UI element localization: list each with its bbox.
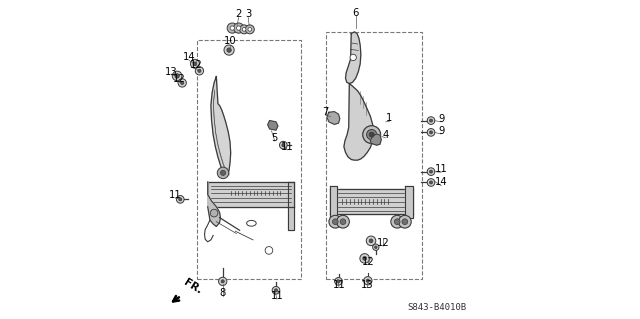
Polygon shape — [208, 182, 220, 226]
Circle shape — [275, 289, 278, 292]
Circle shape — [366, 236, 376, 246]
Circle shape — [272, 286, 280, 294]
Circle shape — [191, 59, 200, 68]
Text: 11: 11 — [281, 142, 294, 152]
Polygon shape — [344, 84, 374, 160]
Text: 11: 11 — [168, 190, 181, 200]
Circle shape — [427, 179, 435, 186]
Circle shape — [237, 26, 241, 30]
Text: 12: 12 — [362, 256, 374, 267]
Circle shape — [429, 119, 433, 122]
Text: 10: 10 — [224, 36, 236, 47]
Polygon shape — [371, 134, 381, 145]
Text: 6: 6 — [353, 8, 359, 18]
Text: 13: 13 — [361, 279, 374, 290]
Text: 11: 11 — [271, 291, 284, 301]
Polygon shape — [406, 186, 413, 218]
Circle shape — [332, 219, 338, 225]
Circle shape — [335, 278, 342, 285]
Circle shape — [366, 279, 369, 282]
Circle shape — [227, 23, 237, 33]
Circle shape — [427, 129, 435, 136]
Circle shape — [220, 170, 225, 175]
Circle shape — [369, 132, 374, 137]
Circle shape — [369, 239, 373, 243]
Circle shape — [374, 246, 377, 249]
Polygon shape — [268, 121, 278, 130]
Circle shape — [242, 27, 246, 31]
Circle shape — [429, 170, 433, 173]
Circle shape — [248, 27, 252, 31]
Circle shape — [180, 81, 184, 85]
Text: FR.: FR. — [182, 278, 204, 296]
Text: 3: 3 — [245, 9, 252, 19]
Text: 14: 14 — [183, 52, 196, 63]
Polygon shape — [211, 77, 230, 176]
Polygon shape — [346, 32, 361, 84]
Circle shape — [211, 209, 218, 217]
Circle shape — [360, 254, 369, 263]
Circle shape — [234, 23, 244, 33]
Polygon shape — [330, 186, 337, 218]
Circle shape — [227, 48, 231, 52]
Polygon shape — [288, 182, 294, 230]
Circle shape — [394, 219, 400, 225]
Polygon shape — [208, 182, 294, 207]
Circle shape — [230, 26, 234, 30]
Text: 12: 12 — [190, 60, 203, 70]
Text: 5: 5 — [271, 133, 278, 143]
Text: 7: 7 — [323, 107, 329, 117]
Circle shape — [179, 198, 182, 201]
Text: 8: 8 — [220, 288, 226, 298]
Text: 13: 13 — [165, 67, 178, 77]
Circle shape — [280, 141, 287, 149]
Circle shape — [391, 215, 404, 228]
Circle shape — [218, 277, 227, 286]
Text: 2: 2 — [236, 9, 242, 19]
Circle shape — [193, 62, 197, 66]
Circle shape — [329, 215, 342, 228]
Circle shape — [364, 277, 372, 285]
Circle shape — [340, 219, 346, 225]
Ellipse shape — [246, 220, 256, 226]
Circle shape — [402, 219, 408, 225]
Circle shape — [177, 196, 184, 203]
Circle shape — [265, 247, 273, 254]
Circle shape — [363, 126, 381, 144]
Circle shape — [427, 168, 435, 175]
Circle shape — [399, 215, 412, 228]
Text: 11: 11 — [333, 279, 346, 290]
Circle shape — [363, 256, 367, 260]
Circle shape — [429, 181, 433, 184]
Circle shape — [337, 280, 340, 283]
Circle shape — [195, 67, 204, 75]
Polygon shape — [327, 112, 340, 124]
Polygon shape — [330, 189, 413, 214]
Text: 9: 9 — [438, 114, 444, 124]
Circle shape — [172, 71, 182, 81]
Text: 9: 9 — [438, 126, 444, 136]
Circle shape — [224, 45, 234, 55]
Circle shape — [218, 167, 228, 179]
Text: 14: 14 — [435, 177, 447, 188]
Text: 12: 12 — [377, 238, 390, 248]
Text: 1: 1 — [387, 113, 393, 123]
Circle shape — [175, 74, 179, 78]
Circle shape — [429, 131, 433, 134]
Circle shape — [350, 54, 356, 61]
Circle shape — [221, 280, 224, 283]
Circle shape — [372, 244, 379, 250]
Circle shape — [178, 79, 186, 87]
Text: S843-B4010B: S843-B4010B — [408, 303, 467, 312]
Text: 12: 12 — [173, 74, 186, 84]
Text: 4: 4 — [382, 130, 388, 140]
Circle shape — [367, 130, 377, 140]
Circle shape — [337, 215, 349, 228]
Text: 11: 11 — [435, 164, 447, 174]
Circle shape — [198, 69, 201, 72]
Circle shape — [427, 117, 435, 124]
Circle shape — [282, 144, 285, 147]
Circle shape — [245, 25, 254, 34]
Circle shape — [239, 25, 248, 34]
